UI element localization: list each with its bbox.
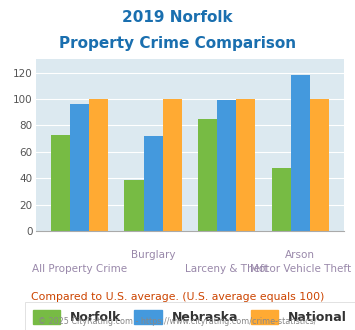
Text: Arson: Arson <box>285 250 315 260</box>
Bar <box>70 104 89 231</box>
Text: 2019 Norfolk: 2019 Norfolk <box>122 10 233 25</box>
Bar <box>217 100 236 231</box>
Bar <box>143 136 163 231</box>
Bar <box>163 99 182 231</box>
Text: Property Crime Comparison: Property Crime Comparison <box>59 36 296 51</box>
Bar <box>89 99 108 231</box>
Bar <box>272 168 291 231</box>
Legend: Norfolk, Nebraska, National: Norfolk, Nebraska, National <box>25 303 355 330</box>
Bar <box>291 75 310 231</box>
Text: Motor Vehicle Theft: Motor Vehicle Theft <box>250 264 351 274</box>
Bar <box>51 135 70 231</box>
Text: All Property Crime: All Property Crime <box>32 264 127 274</box>
Bar <box>198 119 217 231</box>
Text: Larceny & Theft: Larceny & Theft <box>185 264 268 274</box>
Bar <box>310 99 329 231</box>
Text: Compared to U.S. average. (U.S. average equals 100): Compared to U.S. average. (U.S. average … <box>31 292 324 302</box>
Text: Burglary: Burglary <box>131 250 175 260</box>
Bar <box>125 180 143 231</box>
Text: © 2025 CityRating.com - https://www.cityrating.com/crime-statistics/: © 2025 CityRating.com - https://www.city… <box>38 317 317 326</box>
Bar <box>236 99 255 231</box>
